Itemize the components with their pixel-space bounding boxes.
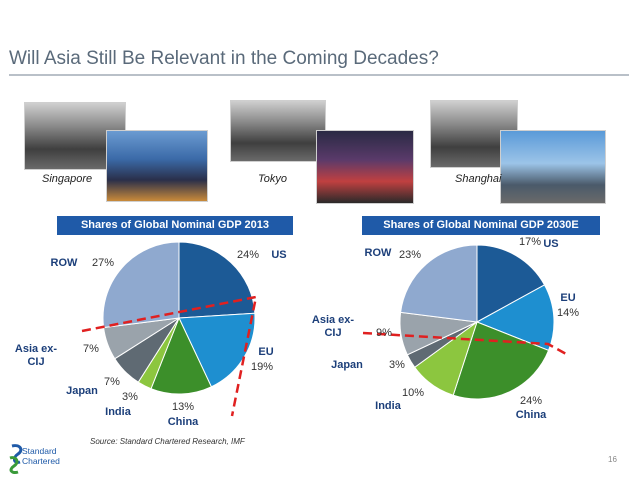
pie-slice-row-2013 [102, 241, 180, 329]
value-label-japan-2030: 3% [389, 359, 405, 371]
value-label-row-2013: 27% [92, 257, 114, 269]
city-label-singapore: Singapore [42, 173, 93, 185]
category-label-china-2030: China [516, 409, 547, 421]
pie-slice-china-2030 [452, 321, 550, 400]
value-label-india-2030: 10% [402, 387, 424, 399]
chart-title-2013: Shares of Global Nominal GDP 2013 [57, 216, 293, 235]
divider-line-2030 [362, 331, 569, 357]
source-note: Source: Standard Chartered Research, IMF [90, 437, 245, 446]
category-label-us-2013: US [271, 249, 286, 261]
category-label-eu-2013: EU [258, 346, 273, 358]
category-label-china-2013: China [168, 416, 199, 428]
standard-chartered-logo-icon [9, 444, 23, 474]
category-label-japan-2013: Japan [66, 385, 98, 397]
value-label-asia-ex-cij-2030: 9% [376, 327, 392, 339]
category-label-india-2013: India [105, 406, 132, 418]
category-label-row-2030: ROW [365, 247, 393, 259]
page-number: 16 [608, 455, 617, 464]
category-label-us-2030: US [543, 238, 558, 250]
title-underline [9, 74, 629, 76]
logo-wordmark: Standard Chartered [22, 446, 60, 466]
category-label-row-2013: ROW [51, 257, 79, 269]
value-label-us-2030: 17% [519, 236, 541, 248]
pie-slice-row-2030 [400, 244, 478, 323]
value-label-row-2030: 23% [399, 249, 421, 261]
category-label-asia-ex-cij-2013: Asia ex-CIJ [15, 343, 58, 368]
tokyo-new-photo [316, 130, 414, 204]
logo-line-2: Chartered [22, 456, 60, 466]
value-label-india-2013: 3% [122, 391, 138, 403]
divider-line-2013 [81, 295, 258, 417]
value-label-china-2013: 13% [172, 401, 194, 413]
category-label-asia-ex-cij-2030: Asia ex-CIJ [312, 314, 355, 339]
category-label-japan-2030: Japan [331, 359, 363, 371]
shanghai-new-photo [500, 130, 606, 204]
value-label-china-2030: 24% [520, 395, 542, 407]
singapore-new-photo [106, 130, 208, 202]
value-label-us-2013: 24% [237, 249, 259, 261]
value-label-eu-2013: 19% [251, 361, 273, 373]
pie-slice-us-2030 [476, 244, 546, 323]
city-label-shanghai: Shanghai [455, 173, 502, 185]
value-label-eu-2030: 14% [557, 307, 579, 319]
category-label-eu-2030: EU [560, 292, 575, 304]
chart-title-2030: Shares of Global Nominal GDP 2030E [362, 216, 600, 235]
city-label-tokyo: Tokyo [258, 173, 287, 185]
pie-slice-eu-2030 [475, 284, 555, 351]
tokyo-old-photo [230, 100, 326, 162]
pie-slice-china-2013 [150, 316, 213, 395]
value-label-japan-2013: 7% [104, 376, 120, 388]
logo-line-1: Standard [22, 446, 57, 456]
value-label-asia-ex-cij-2013: 7% [83, 343, 99, 355]
category-label-india-2030: India [375, 400, 402, 412]
slide-title: Will Asia Still Be Relevant in the Comin… [9, 48, 439, 69]
